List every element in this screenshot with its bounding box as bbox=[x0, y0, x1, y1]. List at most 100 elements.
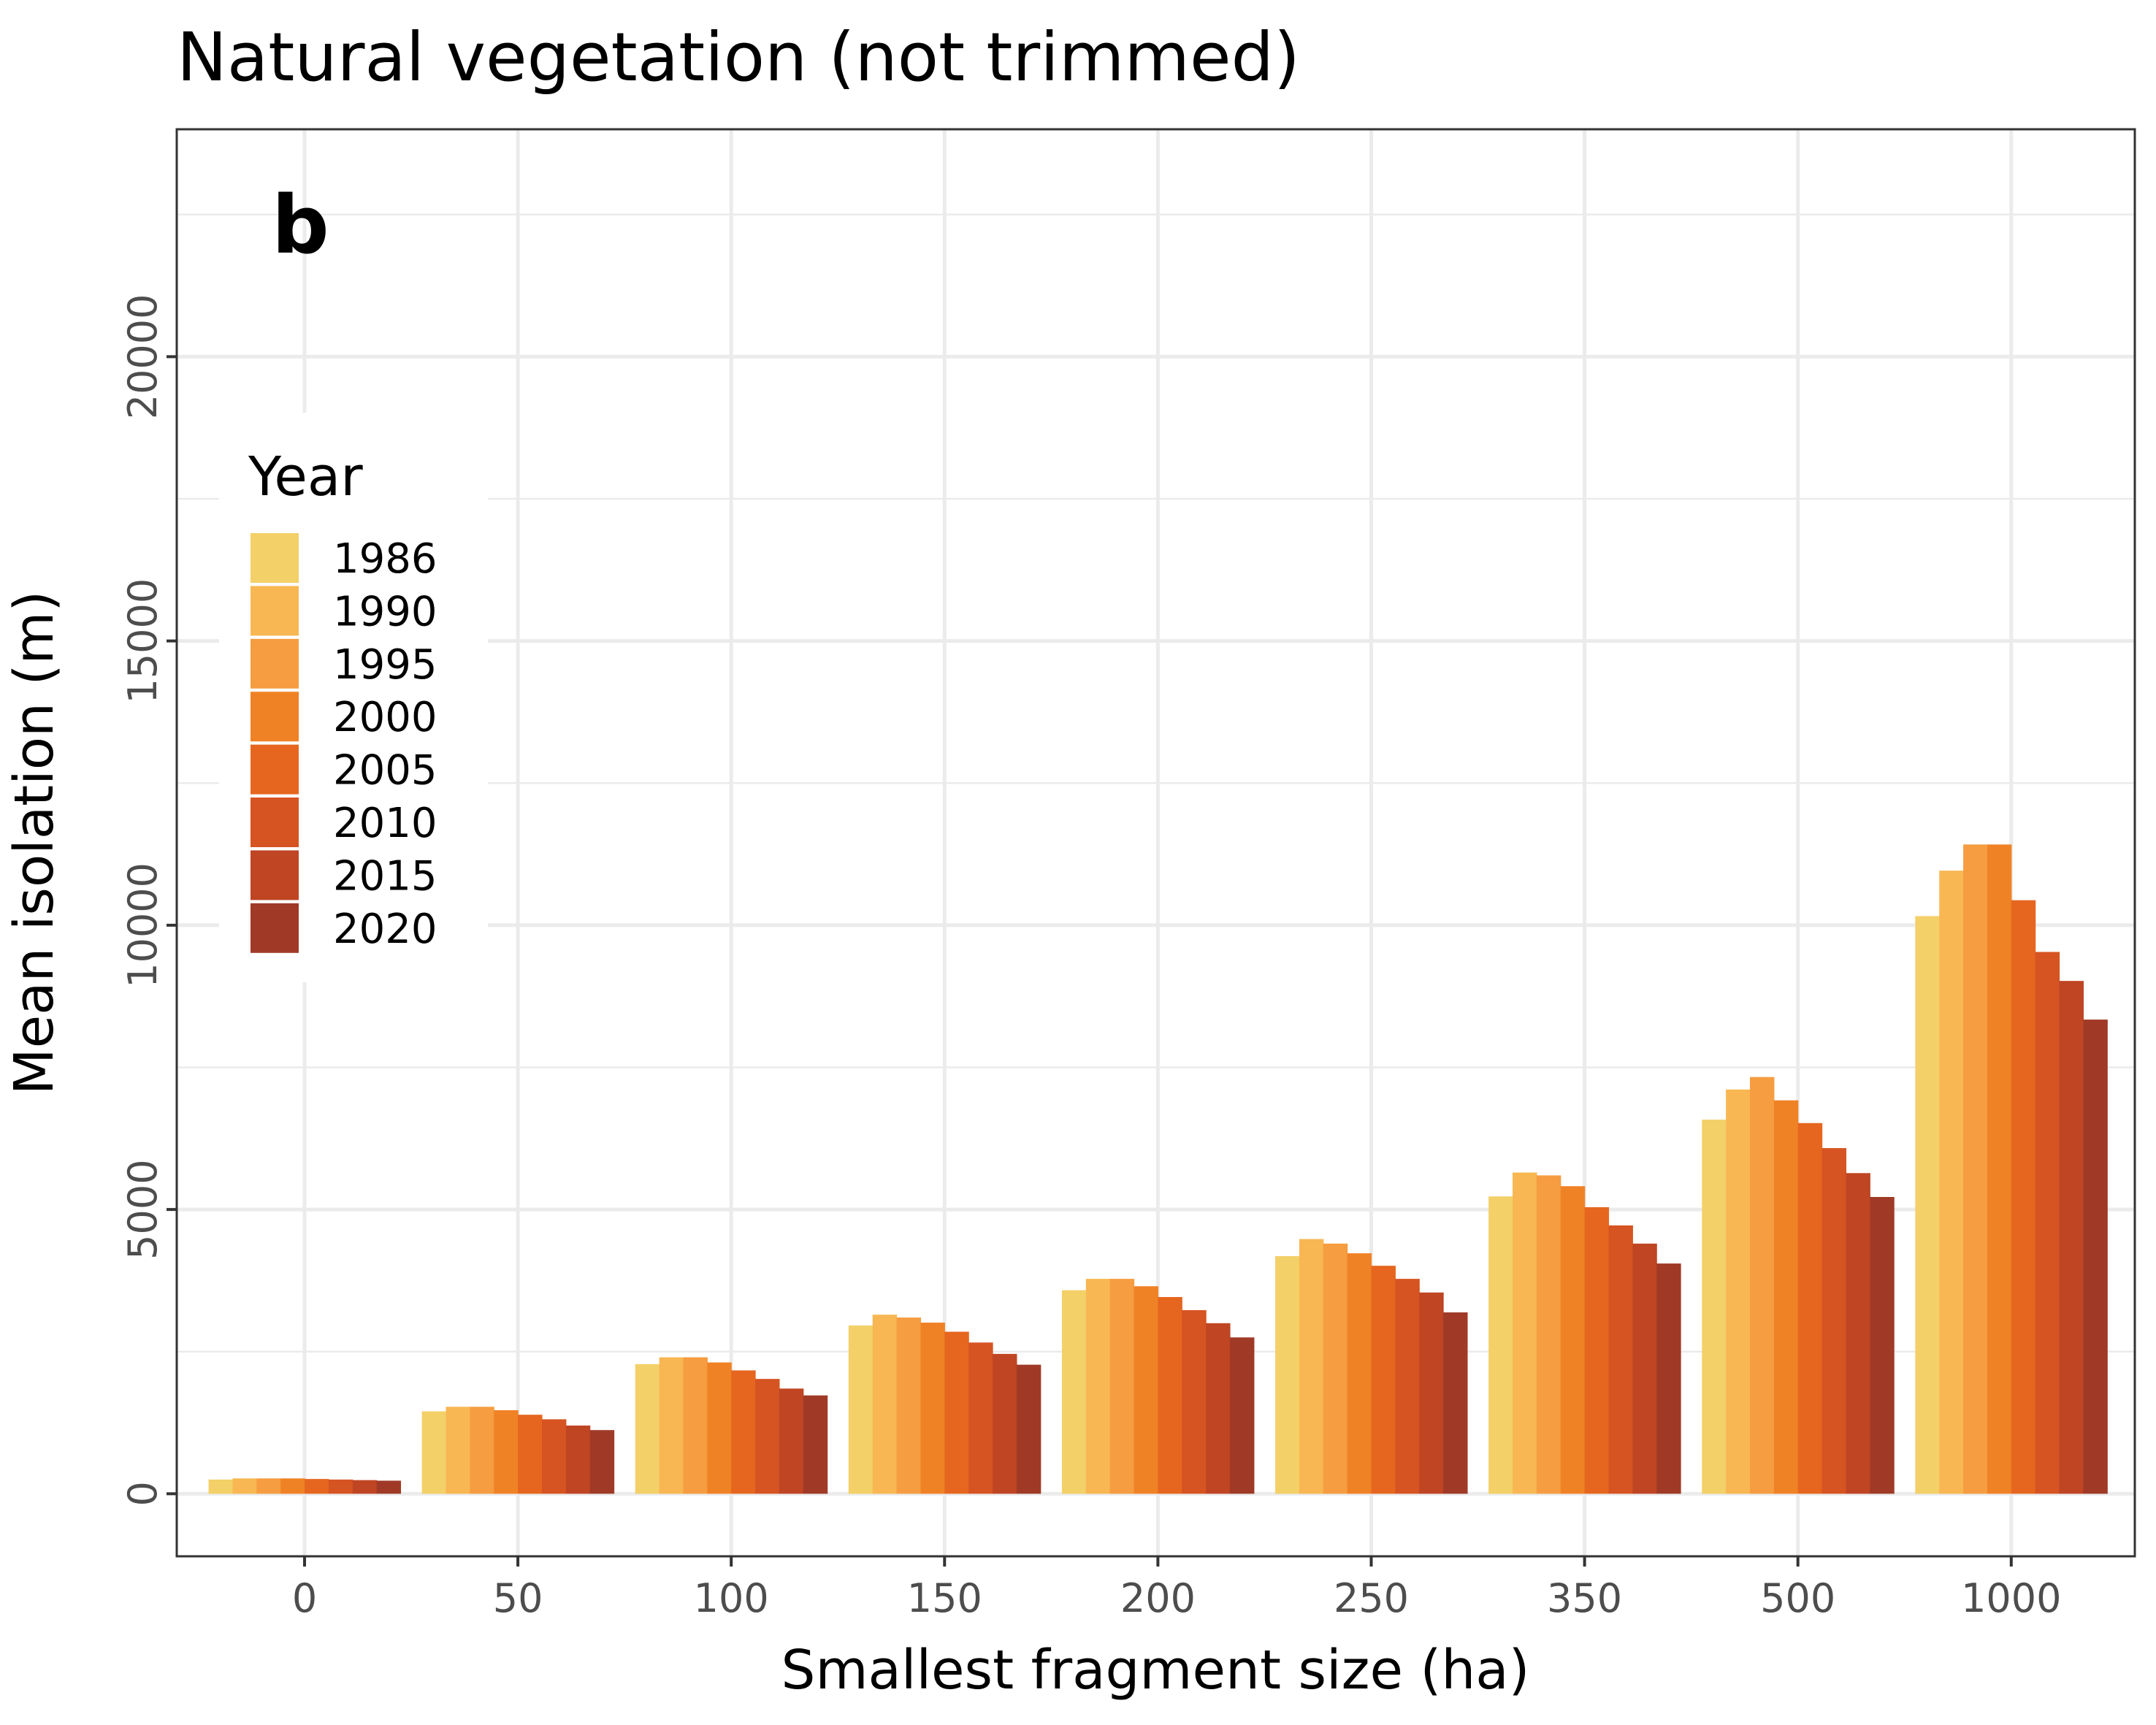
x-axis-title: Smallest fragment size (ha) bbox=[781, 1639, 1530, 1702]
bar bbox=[1371, 1266, 1396, 1494]
bar bbox=[1061, 1290, 1087, 1494]
bar bbox=[1299, 1239, 1324, 1494]
legend-label: 2015 bbox=[333, 852, 437, 900]
bar bbox=[1656, 1263, 1681, 1494]
bar bbox=[446, 1407, 470, 1494]
bar bbox=[683, 1357, 708, 1494]
bar bbox=[1488, 1196, 1513, 1494]
bar bbox=[707, 1362, 732, 1494]
bar bbox=[1560, 1186, 1586, 1494]
panel-border bbox=[175, 128, 2136, 1558]
y-tick-label: 0 bbox=[120, 1481, 166, 1506]
bar bbox=[920, 1323, 945, 1494]
bar bbox=[305, 1479, 329, 1494]
bar bbox=[421, 1411, 447, 1494]
legend-label: 1986 bbox=[333, 535, 437, 583]
bar bbox=[1939, 871, 1964, 1494]
legend-key bbox=[251, 638, 299, 689]
bar bbox=[2011, 900, 2036, 1494]
bar bbox=[1085, 1279, 1111, 1494]
x-axis: 0 50 100 150 200 250 350 500 1000 bbox=[292, 1556, 2062, 1621]
bar bbox=[208, 1479, 234, 1494]
bar bbox=[1797, 1122, 1823, 1494]
bar bbox=[232, 1478, 257, 1494]
x-tick-label: 250 bbox=[1334, 1575, 1409, 1621]
bar bbox=[352, 1480, 378, 1494]
bar bbox=[1963, 844, 1988, 1494]
bar bbox=[1134, 1286, 1158, 1494]
bar bbox=[1702, 1120, 1727, 1494]
bar bbox=[1419, 1292, 1444, 1494]
x-tick-label: 1000 bbox=[1961, 1575, 2061, 1621]
legend-label: 1995 bbox=[333, 641, 437, 689]
bar bbox=[470, 1407, 494, 1494]
bar bbox=[1608, 1225, 1633, 1494]
bar bbox=[1109, 1279, 1135, 1494]
bar bbox=[376, 1480, 402, 1494]
bar bbox=[1182, 1309, 1207, 1494]
bar bbox=[2035, 952, 2060, 1494]
bar bbox=[1584, 1207, 1610, 1494]
y-tick-label: 15000 bbox=[120, 578, 166, 704]
bar bbox=[280, 1478, 305, 1494]
y-axis-title: Mean isolation (m) bbox=[3, 591, 66, 1095]
bar bbox=[1846, 1173, 1870, 1494]
bar bbox=[1275, 1255, 1300, 1494]
legend-label: 2020 bbox=[333, 906, 437, 953]
legend-label: 2005 bbox=[333, 747, 437, 795]
panel-label: b bbox=[272, 178, 329, 272]
legend-label: 1990 bbox=[333, 588, 437, 635]
chart-title: Natural vegetation (not trimmed) bbox=[177, 18, 1300, 96]
bars bbox=[208, 844, 2108, 1494]
bar bbox=[541, 1419, 567, 1494]
bar bbox=[779, 1388, 804, 1494]
bar bbox=[1915, 916, 1940, 1494]
bar bbox=[1206, 1323, 1231, 1494]
bar bbox=[1513, 1172, 1537, 1494]
bar bbox=[1821, 1148, 1847, 1494]
bar bbox=[1323, 1243, 1348, 1494]
legend-key bbox=[251, 850, 299, 900]
bar bbox=[1158, 1297, 1182, 1494]
legend-label: 2000 bbox=[333, 694, 437, 741]
bar bbox=[1443, 1312, 1468, 1494]
plot-panel: b Year 1986 1990 1995 2000 2005 2010 2015 2020 bbox=[175, 128, 2136, 1558]
y-tick-label: 10000 bbox=[120, 862, 166, 988]
legend: Year 1986 1990 1995 2000 2005 2010 2015 2020 bbox=[219, 413, 488, 982]
legend-title: Year bbox=[248, 445, 363, 508]
bar bbox=[635, 1363, 660, 1494]
x-tick-label: 100 bbox=[694, 1575, 769, 1621]
bar bbox=[256, 1478, 281, 1494]
bar bbox=[2083, 1020, 2108, 1494]
bar bbox=[1632, 1243, 1657, 1494]
bar bbox=[944, 1331, 969, 1494]
bar bbox=[968, 1342, 993, 1494]
bar bbox=[494, 1410, 519, 1494]
bar bbox=[803, 1395, 828, 1494]
x-tick-label: 150 bbox=[907, 1575, 982, 1621]
bar bbox=[1870, 1196, 1895, 1494]
bar bbox=[993, 1353, 1017, 1494]
bar bbox=[659, 1357, 684, 1494]
bar bbox=[848, 1325, 874, 1494]
x-tick-label: 200 bbox=[1120, 1575, 1196, 1621]
x-tick-label: 50 bbox=[493, 1575, 543, 1621]
y-tick-label: 5000 bbox=[120, 1159, 166, 1259]
bar bbox=[565, 1425, 591, 1494]
y-tick-label: 20000 bbox=[120, 294, 166, 419]
bar bbox=[1536, 1175, 1561, 1494]
legend-key bbox=[251, 903, 299, 953]
legend-key bbox=[251, 533, 299, 583]
legend-key bbox=[251, 798, 299, 847]
bar bbox=[328, 1479, 353, 1494]
legend-key bbox=[251, 586, 299, 636]
x-tick-label: 0 bbox=[292, 1575, 317, 1621]
bar bbox=[1229, 1337, 1255, 1494]
bar bbox=[872, 1315, 898, 1494]
bar bbox=[1016, 1364, 1041, 1494]
y-axis: 0 5000 10000 15000 20000 bbox=[120, 294, 177, 1507]
bar bbox=[755, 1379, 780, 1494]
bar bbox=[589, 1430, 615, 1494]
bar bbox=[1749, 1076, 1775, 1494]
